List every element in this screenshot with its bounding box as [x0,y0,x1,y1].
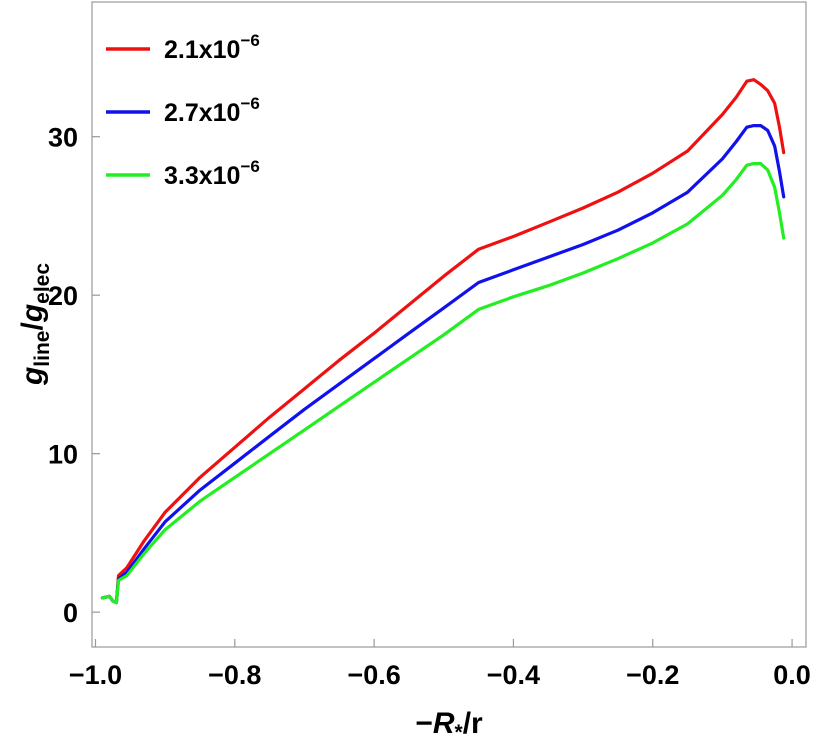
y-tick-label: 0 [63,598,78,628]
legend-entry-base: 2.7x10 [164,99,240,127]
legend-entry-2: 2.7x10−6 [164,94,260,127]
legend-entry-3: 3.3x10−6 [164,157,260,190]
legend-entry-1: 2.1x10−6 [164,31,260,64]
legend-entry-exponent: −6 [240,157,259,176]
legend-entry-base: 3.3x10 [164,162,240,190]
series-line-2 [100,124,786,605]
x-tick-label: −0.4 [487,660,540,690]
y-axis-label: gline/gelec [16,263,54,386]
y-axis-ticks: 0 10 20 30 [48,123,100,628]
x-axis-label: −R*/r [415,707,483,743]
legend-entry-base: 2.1x10 [164,36,240,64]
x-tick-label: −0.2 [626,660,679,690]
x-tick-label: −0.8 [208,660,261,690]
x-axis-ticks: −1.0 −0.8 −0.6 −0.4 −0.2 0.0 [69,639,811,690]
legend-entry-exponent: −6 [240,31,259,50]
x-tick-label: 0.0 [773,660,811,690]
x-tick-label: −1.0 [69,660,122,690]
plot-frame [91,1,807,648]
series-lines [100,78,786,605]
y-tick-label: 30 [48,123,78,153]
legend-entry-exponent: −6 [240,94,259,113]
series-line-3 [100,162,786,605]
series-line-1 [100,78,786,605]
legend: 2.1x10−62.7x10−63.3x10−6 [106,31,260,190]
x-tick-label: −0.6 [347,660,400,690]
y-tick-label: 10 [48,440,78,470]
y-tick-label: 20 [48,281,78,311]
